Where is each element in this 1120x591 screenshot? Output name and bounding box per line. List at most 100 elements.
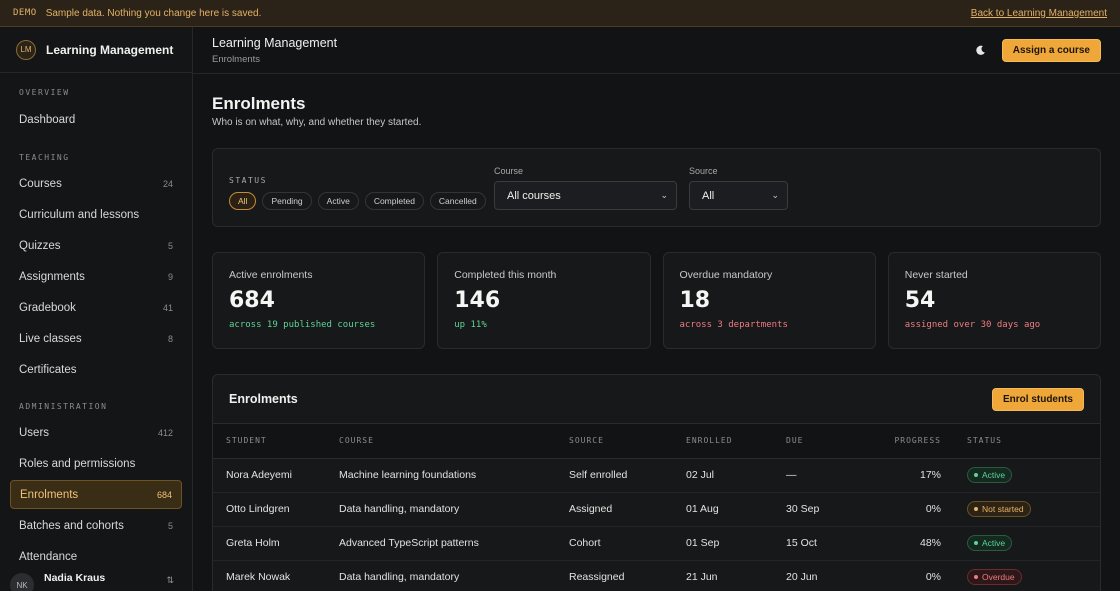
table-row[interactable]: Greta Holm Advanced TypeScript patterns … <box>213 526 1100 561</box>
enrol-students-button[interactable]: Enrol students <box>991 387 1084 411</box>
section-title-teaching: TEACHING <box>19 152 70 162</box>
cell-due: 15 Oct <box>786 526 874 561</box>
column-header[interactable]: STUDENT <box>213 424 339 459</box>
sidebar-item-count: 412 <box>157 427 173 438</box>
sidebar-item-label: Courses <box>19 177 62 190</box>
breadcrumb: Enrolments <box>212 53 261 65</box>
cell-due: 30 Sep <box>786 492 874 527</box>
cell-source: Assigned <box>569 492 686 527</box>
column-header[interactable]: COURSE <box>339 424 569 459</box>
stat-label: Overdue mandatory <box>679 269 773 281</box>
topbar: Learning Management Enrolments Assign a … <box>193 27 1120 74</box>
table-header-bar: Enrolments Enrol students <box>213 375 1100 424</box>
cell-course: Data handling, mandatory <box>339 560 569 591</box>
chevron-up-down-icon: ⇅ <box>166 575 174 585</box>
status-filter: All Pending Active Completed Cancelled <box>229 192 492 210</box>
sidebar-item-gradebook[interactable]: Gradebook 41 <box>10 293 182 322</box>
section-title-administration: ADMINISTRATION <box>19 401 108 411</box>
cell-student: Greta Holm <box>213 526 339 561</box>
page-subtitle: Who is on what, why, and whether they st… <box>212 117 422 128</box>
status-badge-label: Active <box>982 538 1006 548</box>
chevron-down-icon: ⌄ <box>771 190 779 200</box>
column-header[interactable]: SOURCE <box>569 424 686 459</box>
sidebar-item-dashboard[interactable]: Dashboard <box>10 105 182 134</box>
stat-value: 684 <box>229 288 275 313</box>
stat-value: 146 <box>454 288 501 313</box>
cell-source: Cohort <box>569 526 686 561</box>
sidebar: LM Learning Management OVERVIEW Dashboar… <box>0 27 193 591</box>
user-menu[interactable]: NK Nadia Kraus ⇅ <box>0 569 192 591</box>
cell-course: Advanced TypeScript patterns <box>339 526 569 561</box>
cell-enrolled: 02 Jul <box>686 458 786 493</box>
app-title: Learning Management <box>212 35 338 50</box>
chevron-down-icon: ⌄ <box>660 190 668 200</box>
cell-status: Overdue <box>967 560 1100 591</box>
source-select[interactable]: All ⌄ <box>689 181 788 210</box>
back-link[interactable]: Back to Learning Management <box>970 7 1107 19</box>
column-header[interactable]: ENROLLED <box>686 424 786 459</box>
brand-logo: LM <box>16 39 36 60</box>
table-row[interactable]: Nora Adeyemi Machine learning foundation… <box>213 458 1100 493</box>
cell-source: Self enrolled <box>569 458 686 493</box>
status-pill-pending[interactable]: Pending <box>262 192 312 210</box>
cell-progress: 0% <box>874 560 967 591</box>
cell-progress: 17% <box>874 458 967 493</box>
avatar: NK <box>10 573 34 591</box>
course-filter-label: Course <box>494 166 524 176</box>
sidebar-item-certificates[interactable]: Certificates <box>10 355 182 384</box>
sidebar-item-batches[interactable]: Batches and cohorts 5 <box>10 511 182 540</box>
enrolments-table-card: Enrolments Enrol students STUDENT COURSE… <box>212 374 1101 591</box>
table-head-row: STUDENT COURSE SOURCE ENROLLED DUE PROGR… <box>213 424 1100 459</box>
sidebar-item-live-classes[interactable]: Live classes 8 <box>10 324 182 353</box>
sidebar-item-count: 5 <box>167 520 173 531</box>
demo-message: Sample data. Nothing you change here is … <box>45 7 262 19</box>
status-badge: Not started <box>967 501 1031 517</box>
sidebar-item-label: Assignments <box>19 270 85 283</box>
cell-status: Not started <box>967 492 1100 527</box>
sidebar-item-users[interactable]: Users 412 <box>10 418 182 447</box>
stat-note: assigned over 30 days ago <box>904 320 1041 330</box>
assign-course-button[interactable]: Assign a course <box>1001 38 1101 62</box>
stat-label: Never started <box>904 269 968 281</box>
cell-progress: 48% <box>874 526 967 561</box>
cell-course: Data handling, mandatory <box>339 492 569 527</box>
cell-status: Active <box>967 458 1100 493</box>
user-name: Nadia Kraus <box>44 572 106 584</box>
sidebar-item-quizzes[interactable]: Quizzes 5 <box>10 231 182 260</box>
source-select-value: All <box>702 189 715 202</box>
status-pill-active[interactable]: Active <box>317 192 359 210</box>
nav-section-administration: ADMINISTRATION Users 412 Roles and permi… <box>0 398 192 571</box>
status-pill-completed[interactable]: Completed <box>364 192 424 210</box>
stats-cards: Active enrolments 684 across 19 publishe… <box>212 252 1101 349</box>
course-select[interactable]: All courses ⌄ <box>494 181 677 210</box>
stat-card-active: Active enrolments 684 across 19 publishe… <box>212 252 426 349</box>
sidebar-item-count: 24 <box>162 178 173 189</box>
sidebar-item-label: Certificates <box>19 363 77 376</box>
cell-course: Machine learning foundations <box>339 458 569 493</box>
demo-tag: DEMO <box>13 8 37 18</box>
course-select-value: All courses <box>507 189 561 202</box>
sidebar-item-label: Users <box>19 426 50 439</box>
sidebar-item-courses[interactable]: Courses 24 <box>10 169 182 198</box>
status-badge-label: Not started <box>982 504 1024 514</box>
sidebar-item-label: Roles and permissions <box>19 457 136 470</box>
sidebar-item-curriculum[interactable]: Curriculum and lessons <box>10 200 182 229</box>
brand[interactable]: LM Learning Management <box>0 27 192 73</box>
sidebar-item-roles[interactable]: Roles and permissions <box>10 449 182 478</box>
table-row[interactable]: Otto Lindgren Data handling, mandatory A… <box>213 492 1100 527</box>
main-content: Enrolments Who is on what, why, and whet… <box>193 74 1120 591</box>
column-header[interactable]: PROGRESS <box>874 424 967 459</box>
sidebar-item-attendance[interactable]: Attendance <box>10 542 182 571</box>
status-pill-all[interactable]: All <box>229 192 257 210</box>
table-row[interactable]: Marek Nowak Data handling, mandatory Rea… <box>213 560 1100 591</box>
sidebar-item-enrolments[interactable]: Enrolments 684 <box>10 480 182 509</box>
column-header[interactable]: DUE <box>786 424 874 459</box>
moon-icon[interactable] <box>974 43 988 57</box>
status-pill-cancelled[interactable]: Cancelled <box>429 192 486 210</box>
sidebar-item-assignments[interactable]: Assignments 9 <box>10 262 182 291</box>
cell-student: Marek Nowak <box>213 560 339 591</box>
sidebar-item-label: Attendance <box>19 550 78 563</box>
column-header[interactable]: STATUS <box>967 424 1100 459</box>
sidebar-item-count: 5 <box>167 240 173 251</box>
sidebar-item-label: Quizzes <box>19 239 61 252</box>
